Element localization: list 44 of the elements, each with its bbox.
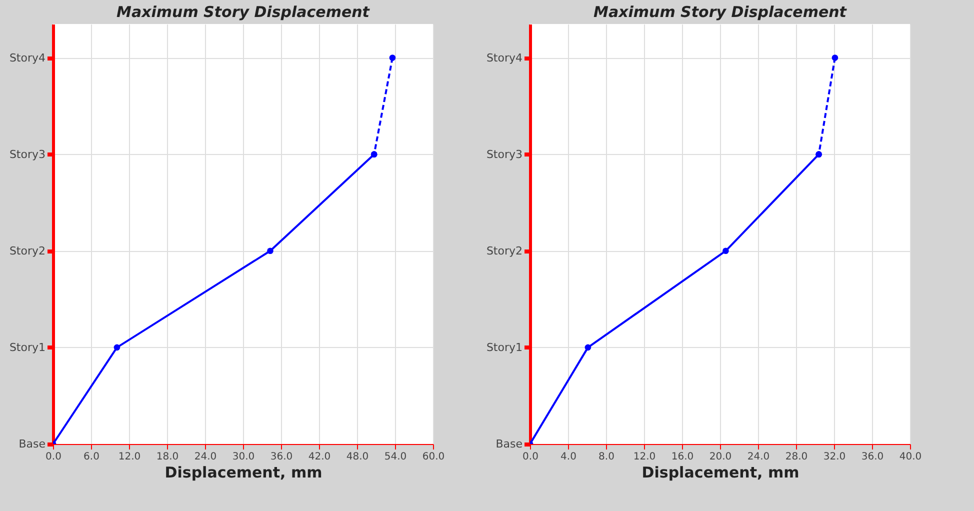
- y-tick-label: Story2: [9, 244, 46, 258]
- y-tick-label: Story1: [486, 340, 522, 354]
- x-tick-label: 16.0: [671, 452, 694, 462]
- point: [832, 54, 838, 61]
- x-tick-label: 0.0: [522, 452, 538, 462]
- point: [722, 248, 729, 254]
- y-tick-label: Story4: [486, 51, 522, 64]
- x-axis-title: Displacement, mm: [642, 464, 800, 482]
- x-tick-label: 60.0: [422, 452, 445, 462]
- point: [389, 54, 396, 61]
- x-tick-label: 28.0: [785, 452, 808, 462]
- x-tick-label: 12.0: [118, 452, 141, 462]
- point: [816, 151, 822, 158]
- point: [114, 344, 120, 351]
- y-tick-label: Story2: [486, 244, 522, 258]
- point: [584, 344, 592, 351]
- x-tick-label: 24.0: [747, 452, 770, 462]
- y-tick-label: Story4: [9, 51, 46, 64]
- y-tick-label: Story1: [9, 340, 46, 354]
- chart-title: Maximum Story Displacement: [116, 3, 370, 21]
- x-tick-label: 4.0: [560, 452, 576, 462]
- y-tick-label: Story3: [9, 148, 46, 161]
- x-tick-label: 6.0: [84, 452, 100, 462]
- x-tick-label: 18.0: [156, 452, 179, 462]
- chart-title: Maximum Story Displacement: [594, 3, 848, 21]
- point: [370, 151, 378, 158]
- x-tick-label: 54.0: [384, 452, 407, 462]
- x-tick-label: 36.0: [270, 452, 293, 462]
- x-tick-label: 32.0: [823, 452, 846, 462]
- x-tick-label: 24.0: [194, 452, 217, 462]
- x-tick-label: 12.0: [633, 452, 656, 462]
- point: [267, 248, 274, 254]
- x-tick-label: 48.0: [346, 452, 369, 462]
- x-tick-label: 30.0: [232, 452, 255, 462]
- x-tick-label: 20.0: [709, 452, 732, 462]
- x-axis-title: Displacement, mm: [164, 464, 322, 482]
- y-tick-label: Story3: [486, 148, 522, 161]
- x-tick-label: 0.0: [46, 452, 62, 462]
- x-tick-label: 40.0: [899, 452, 922, 462]
- y-tick-label: Base: [496, 438, 523, 450]
- x-tick-label: 36.0: [861, 452, 884, 462]
- x-tick-label: 8.0: [598, 452, 614, 462]
- x-tick-label: 42.0: [308, 452, 331, 462]
- y-tick-label: Base: [18, 438, 46, 450]
